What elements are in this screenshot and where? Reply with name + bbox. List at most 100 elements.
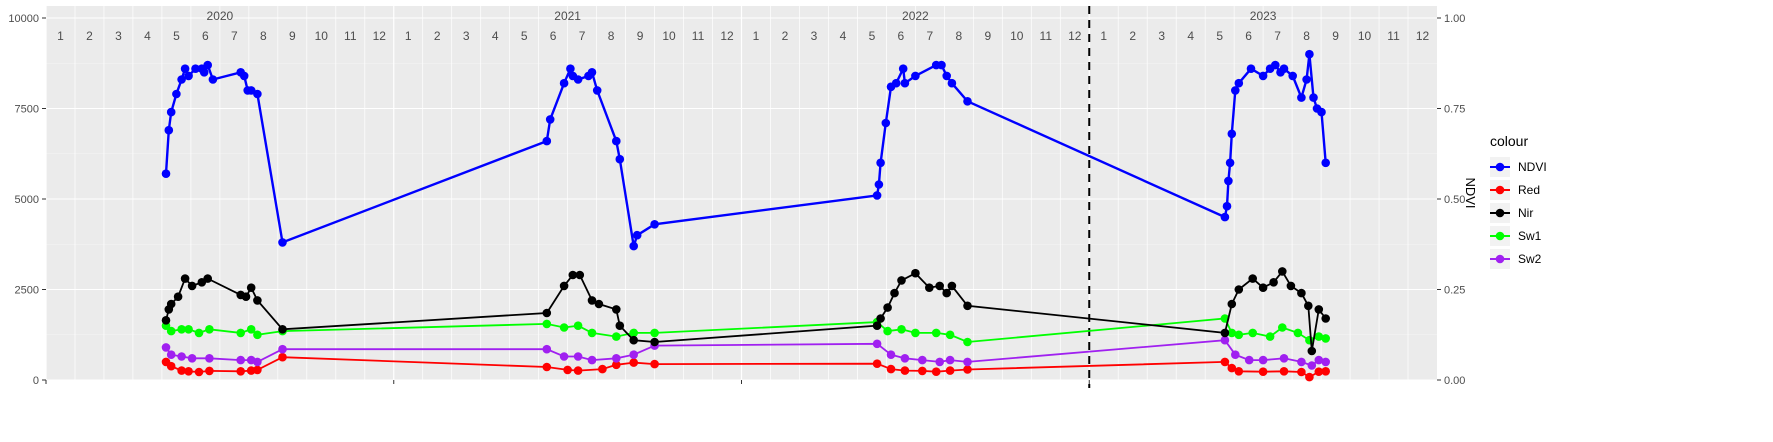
- data-point: [963, 357, 972, 367]
- month-label: 7: [927, 29, 934, 43]
- data-point: [1244, 355, 1254, 365]
- data-point: [650, 337, 659, 347]
- data-point: [963, 97, 972, 106]
- data-point: [937, 60, 946, 70]
- data-point: [1307, 346, 1317, 356]
- data-point: [1220, 357, 1230, 367]
- data-point: [1224, 176, 1233, 186]
- data-point: [947, 281, 957, 291]
- month-label: 5: [869, 29, 876, 43]
- data-point: [900, 78, 910, 88]
- legend-label: Sw1: [1518, 229, 1542, 243]
- data-point: [180, 274, 190, 283]
- data-point: [1258, 283, 1268, 293]
- month-label: 9: [289, 29, 296, 43]
- data-point: [1321, 314, 1330, 323]
- data-point: [253, 365, 262, 375]
- data-point: [876, 158, 885, 168]
- data-point: [587, 296, 597, 305]
- data-point: [161, 316, 171, 325]
- month-label: 6: [898, 29, 905, 43]
- data-point: [246, 283, 256, 293]
- data-point: [1321, 367, 1330, 376]
- data-point: [173, 292, 183, 302]
- data-point: [166, 350, 176, 360]
- data-point: [945, 366, 955, 375]
- data-point: [612, 360, 621, 370]
- data-point: [166, 299, 176, 309]
- month-label: 9: [984, 29, 991, 43]
- data-point: [278, 344, 287, 354]
- legend-title: colour: [1490, 133, 1528, 149]
- y-axis-right-title: NDVI: [1463, 177, 1478, 208]
- y-left-tick-label: 7500: [15, 104, 39, 116]
- data-point: [278, 238, 287, 247]
- legend: colour NDVI Red Nir Sw1 Sw2: [1490, 133, 1547, 269]
- data-point: [650, 220, 659, 229]
- data-point: [594, 299, 604, 309]
- data-point: [1227, 328, 1237, 338]
- data-point: [1278, 267, 1287, 276]
- data-point: [1220, 328, 1230, 338]
- data-point: [615, 154, 625, 164]
- data-point: [1317, 107, 1326, 117]
- data-point: [194, 328, 204, 338]
- data-point: [1314, 332, 1324, 341]
- data-point: [925, 283, 934, 293]
- data-point: [632, 230, 642, 240]
- month-label: 11: [344, 29, 357, 43]
- y-right-tick-label: 0.00: [1444, 375, 1465, 387]
- data-point: [963, 365, 972, 374]
- data-point: [542, 344, 552, 354]
- data-point: [931, 367, 941, 377]
- legend-key-point: [1495, 254, 1505, 264]
- year-label: 2023: [1250, 9, 1277, 23]
- data-point: [559, 281, 569, 291]
- data-point: [187, 354, 197, 363]
- series-nir: [161, 267, 1330, 356]
- data-point: [205, 354, 214, 363]
- data-point: [559, 78, 569, 88]
- data-point: [918, 355, 927, 365]
- legend-key-point: [1495, 162, 1505, 172]
- data-point: [650, 359, 659, 369]
- data-point: [208, 75, 218, 84]
- data-point: [246, 325, 256, 334]
- month-label: 10: [315, 29, 329, 43]
- data-point: [911, 328, 920, 338]
- data-point: [1258, 355, 1268, 365]
- data-point: [559, 323, 569, 332]
- data-point: [1246, 64, 1256, 73]
- data-point: [253, 89, 262, 99]
- data-point: [164, 125, 174, 135]
- month-label: 7: [579, 29, 586, 43]
- month-label: 3: [1158, 29, 1165, 43]
- month-label: 2: [1129, 29, 1136, 43]
- data-point: [883, 326, 892, 336]
- data-point: [1297, 93, 1306, 102]
- data-point: [1231, 86, 1240, 95]
- data-point: [563, 365, 572, 375]
- data-point: [963, 301, 972, 311]
- data-point: [1305, 49, 1314, 59]
- data-point: [1220, 335, 1230, 345]
- data-point: [1321, 334, 1330, 343]
- data-point: [1288, 71, 1297, 81]
- data-point: [161, 343, 171, 352]
- data-point: [177, 75, 186, 84]
- data-point: [1297, 357, 1306, 367]
- legend-key-point: [1495, 208, 1505, 218]
- data-point: [1265, 332, 1275, 341]
- data-point: [573, 75, 583, 84]
- data-point: [1227, 299, 1237, 309]
- month-label: 12: [1068, 29, 1082, 43]
- data-point: [1307, 361, 1317, 370]
- data-point: [542, 308, 552, 318]
- series-sw1: [161, 314, 1330, 347]
- data-point: [236, 367, 245, 376]
- data-point: [177, 366, 186, 375]
- data-point: [942, 71, 951, 81]
- data-point: [650, 328, 659, 338]
- data-point: [881, 118, 891, 128]
